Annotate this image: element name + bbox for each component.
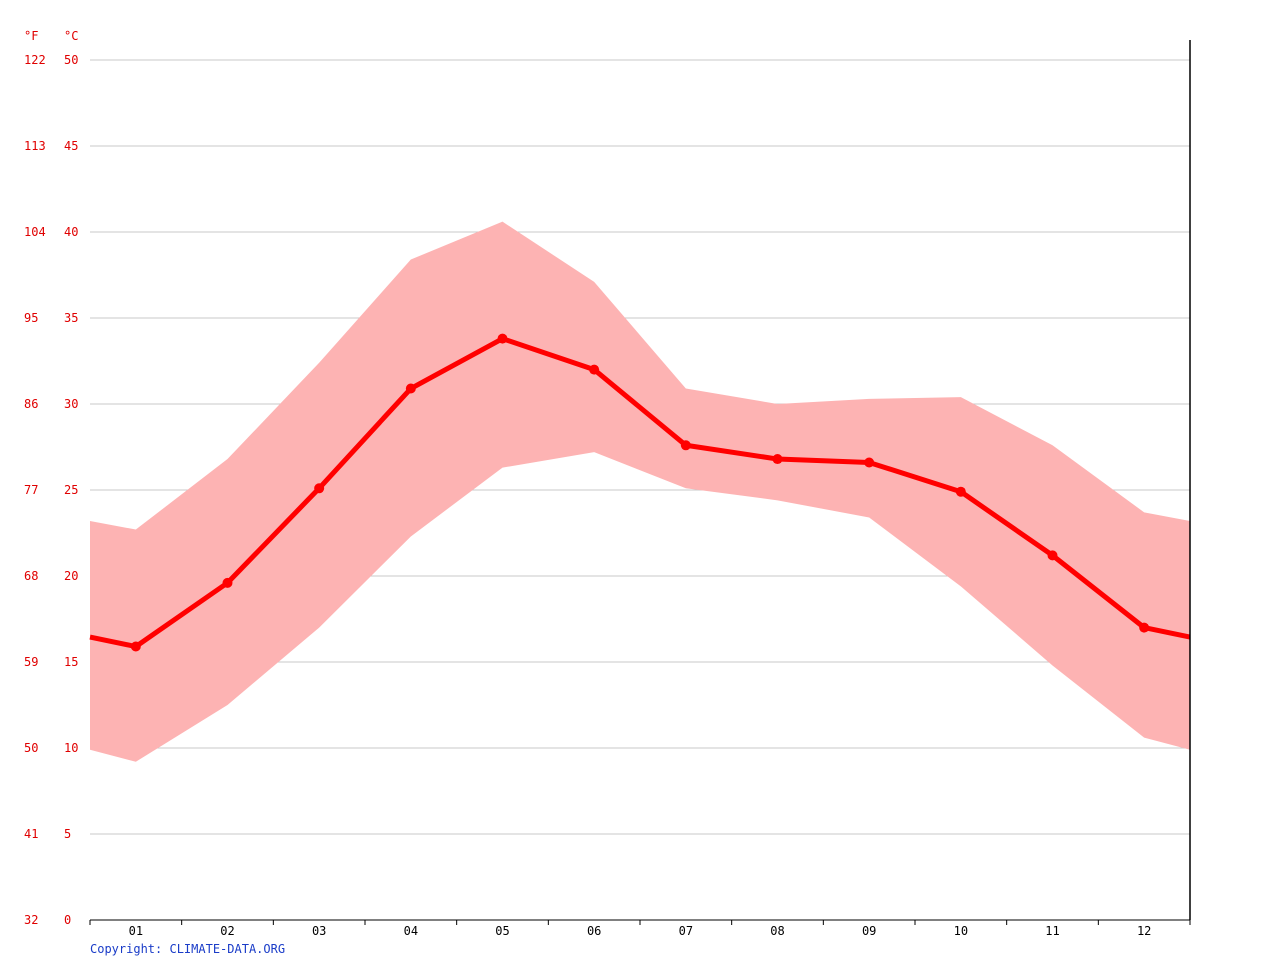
mean-point bbox=[1047, 550, 1058, 561]
mean-point bbox=[680, 440, 691, 451]
min-max-temperature-band bbox=[90, 221, 1190, 762]
x-tick-label: 04 bbox=[404, 924, 418, 938]
x-tick-label: 10 bbox=[954, 924, 968, 938]
copyright-text: Copyright: CLIMATE-DATA.ORG bbox=[90, 942, 286, 956]
y-tick-label-celsius: 10 bbox=[64, 741, 78, 755]
axes bbox=[89, 40, 1191, 925]
x-tick-label: 03 bbox=[312, 924, 326, 938]
fahrenheit-unit-label: °F bbox=[24, 29, 38, 43]
y-tick-label-fahrenheit: 95 bbox=[24, 311, 38, 325]
x-tick-label: 09 bbox=[862, 924, 876, 938]
y-tick-label-celsius: 45 bbox=[64, 139, 78, 153]
y-tick-label-fahrenheit: 68 bbox=[24, 569, 38, 583]
y-tick-label-celsius: 50 bbox=[64, 53, 78, 67]
y-tick-label-fahrenheit: 50 bbox=[24, 741, 38, 755]
y-tick-label-celsius: 5 bbox=[64, 827, 71, 841]
y-tick-label-fahrenheit: 122 bbox=[24, 53, 46, 67]
celsius-unit-label: °C bbox=[64, 29, 78, 43]
y-tick-label-celsius: 20 bbox=[64, 569, 78, 583]
x-tick-label: 08 bbox=[770, 924, 784, 938]
y-tick-label-celsius: 40 bbox=[64, 225, 78, 239]
mean-point bbox=[222, 577, 233, 588]
mean-point bbox=[589, 364, 600, 375]
mean-point bbox=[955, 486, 966, 497]
x-tick-label: 01 bbox=[129, 924, 143, 938]
y-tick-label-fahrenheit: 104 bbox=[24, 225, 46, 239]
y-tick-label-fahrenheit: 113 bbox=[24, 139, 46, 153]
y-tick-label-celsius: 15 bbox=[64, 655, 78, 669]
mean-point bbox=[130, 641, 141, 652]
x-tick-label: 11 bbox=[1045, 924, 1059, 938]
x-tick-label: 12 bbox=[1137, 924, 1151, 938]
y-tick-labels: 0 32 5 41 10 50 15 59 20 68 25 77 30 86 35 95 40 104 45 113… bbox=[24, 53, 78, 927]
mean-point bbox=[1139, 622, 1150, 633]
mean-point bbox=[405, 383, 416, 394]
y-tick-label-celsius: 35 bbox=[64, 311, 78, 325]
mean-point bbox=[772, 454, 783, 465]
y-tick-label-fahrenheit: 32 bbox=[24, 913, 38, 927]
x-tick-label: 05 bbox=[495, 924, 509, 938]
y-tick-label-fahrenheit: 77 bbox=[24, 483, 38, 497]
mean-point bbox=[497, 333, 508, 344]
x-tick-label: 02 bbox=[220, 924, 234, 938]
x-tick-label: 06 bbox=[587, 924, 601, 938]
y-tick-label-fahrenheit: 41 bbox=[24, 827, 38, 841]
x-tick-labels: 01 02 03 04 05 06 07 08 09 10 11 12 bbox=[129, 924, 1152, 938]
y-tick-label-fahrenheit: 86 bbox=[24, 397, 38, 411]
x-tick-label: 07 bbox=[679, 924, 693, 938]
y-tick-label-celsius: 0 bbox=[64, 913, 71, 927]
mean-point bbox=[864, 457, 875, 468]
y-tick-label-fahrenheit: 59 bbox=[24, 655, 38, 669]
y-tick-label-celsius: 25 bbox=[64, 483, 78, 497]
mean-temperature-line bbox=[89, 336, 1191, 650]
y-tick-label-celsius: 30 bbox=[64, 397, 78, 411]
mean-point bbox=[314, 483, 325, 494]
mean-temperature-points bbox=[130, 333, 1150, 652]
